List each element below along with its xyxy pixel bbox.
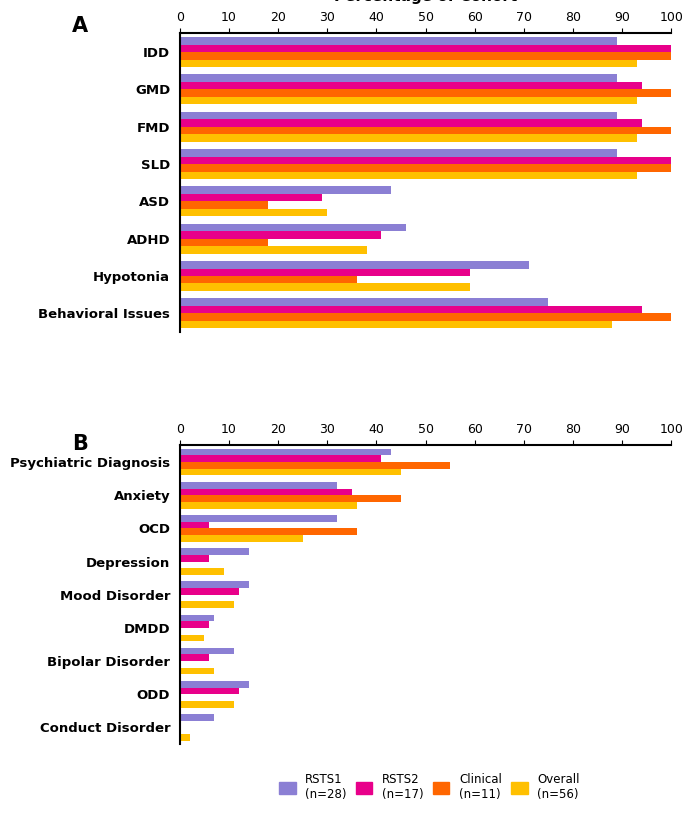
- Bar: [180, 482, 337, 488]
- Bar: [180, 171, 637, 179]
- Bar: [180, 127, 671, 135]
- Bar: [180, 588, 239, 594]
- Bar: [180, 156, 671, 164]
- Bar: [180, 714, 215, 721]
- Bar: [180, 655, 210, 661]
- Bar: [180, 261, 529, 268]
- Bar: [180, 164, 671, 171]
- Bar: [180, 52, 671, 59]
- Bar: [180, 306, 641, 314]
- Bar: [180, 681, 248, 688]
- Bar: [180, 135, 637, 141]
- Bar: [180, 59, 637, 67]
- Bar: [180, 276, 357, 283]
- Bar: [180, 314, 671, 321]
- Bar: [180, 515, 337, 522]
- Bar: [180, 239, 268, 246]
- Bar: [180, 283, 470, 291]
- Bar: [180, 82, 641, 89]
- Bar: [180, 601, 234, 608]
- Text: B: B: [72, 434, 88, 453]
- Bar: [180, 535, 303, 542]
- Bar: [180, 201, 268, 209]
- Bar: [180, 582, 248, 588]
- Bar: [180, 209, 327, 217]
- Bar: [180, 449, 391, 456]
- Bar: [180, 469, 401, 476]
- Bar: [180, 614, 215, 621]
- Bar: [180, 462, 450, 469]
- Bar: [180, 635, 205, 641]
- Bar: [180, 321, 612, 329]
- Legend: RSTS1
(n=28), RSTS2
(n=17), Clinical
(n=11), Overall
(n=56): RSTS1 (n=28), RSTS2 (n=17), Clinical (n=…: [274, 767, 585, 805]
- Bar: [180, 37, 617, 44]
- Bar: [180, 734, 190, 741]
- Bar: [180, 528, 357, 535]
- Text: A: A: [72, 16, 88, 35]
- Bar: [180, 668, 215, 675]
- Bar: [180, 232, 381, 239]
- Bar: [180, 194, 322, 201]
- Bar: [180, 224, 406, 232]
- Bar: [180, 495, 401, 502]
- Bar: [180, 89, 671, 97]
- Bar: [180, 548, 248, 555]
- Bar: [180, 149, 617, 156]
- X-axis label: Percentage of Cohort: Percentage of Cohort: [334, 0, 517, 4]
- Bar: [180, 97, 637, 104]
- Bar: [180, 112, 617, 120]
- Bar: [180, 488, 352, 495]
- Bar: [180, 298, 549, 306]
- Bar: [180, 568, 224, 575]
- Bar: [180, 688, 239, 694]
- Bar: [180, 502, 357, 508]
- Bar: [180, 648, 234, 655]
- Bar: [180, 456, 381, 462]
- Bar: [180, 268, 470, 276]
- Bar: [180, 120, 641, 127]
- Bar: [180, 186, 391, 194]
- Bar: [180, 44, 671, 52]
- Bar: [180, 522, 210, 528]
- Bar: [180, 701, 234, 707]
- Bar: [180, 555, 210, 562]
- Bar: [180, 74, 617, 82]
- Bar: [180, 246, 367, 253]
- Bar: [180, 621, 210, 628]
